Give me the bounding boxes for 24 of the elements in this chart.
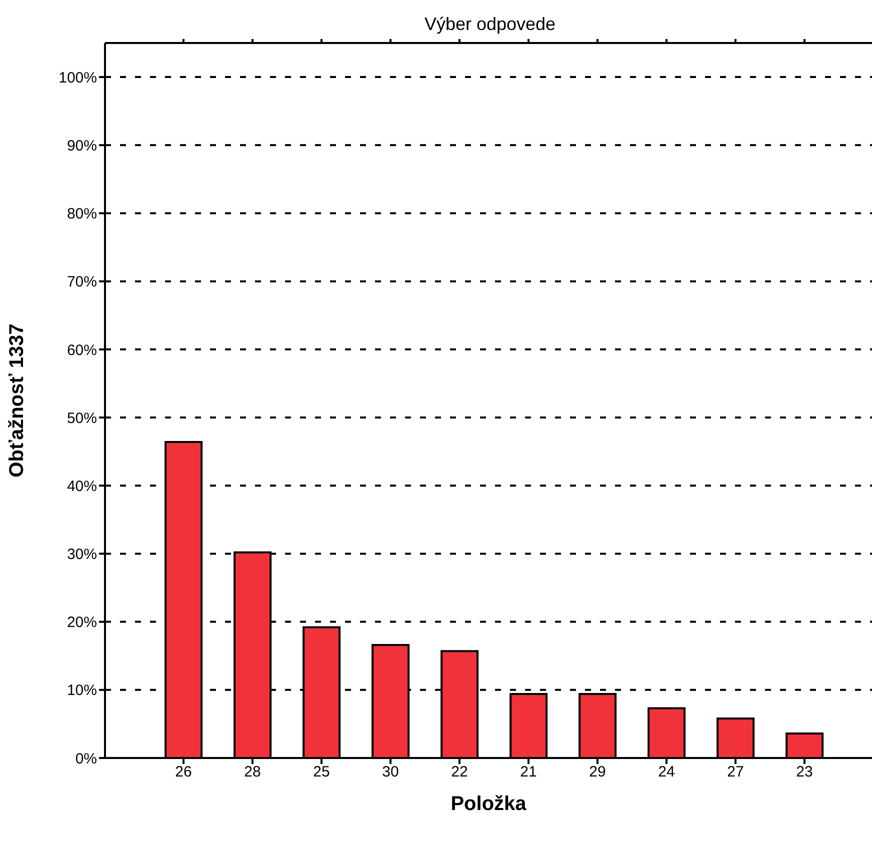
x-tick-label: 28 [244,764,261,781]
x-tick-label: 27 [727,764,744,781]
y-tick-label: 40% [66,478,97,495]
chart-title: Výber odpovede [423,14,557,35]
x-tick-label: 29 [589,764,606,781]
x-tick-label: 21 [520,764,537,781]
y-tick-label: 80% [66,206,97,223]
y-tick-label: 20% [66,614,97,632]
y-axis-title: Obťažnosť 1337 [6,324,28,478]
x-tick-label: 22 [451,764,468,781]
y-tick-label: 90% [66,137,97,154]
y-tick-label: 30% [66,546,97,564]
y-tick-label: 100% [58,69,97,86]
x-tick-label: 30 [382,764,399,781]
y-tick-label: 60% [66,342,97,359]
y-tick-label: 0% [75,750,97,768]
y-tick-label: 10% [66,682,97,700]
x-tick-label: 24 [658,764,675,781]
x-axis-title: Položka [450,793,528,815]
x-tick-label: 25 [313,764,330,781]
x-tick-label: 23 [796,764,813,781]
y-tick-label: 50% [66,410,97,427]
x-tick-label: 26 [175,764,192,781]
y-tick-label: 70% [66,274,97,291]
